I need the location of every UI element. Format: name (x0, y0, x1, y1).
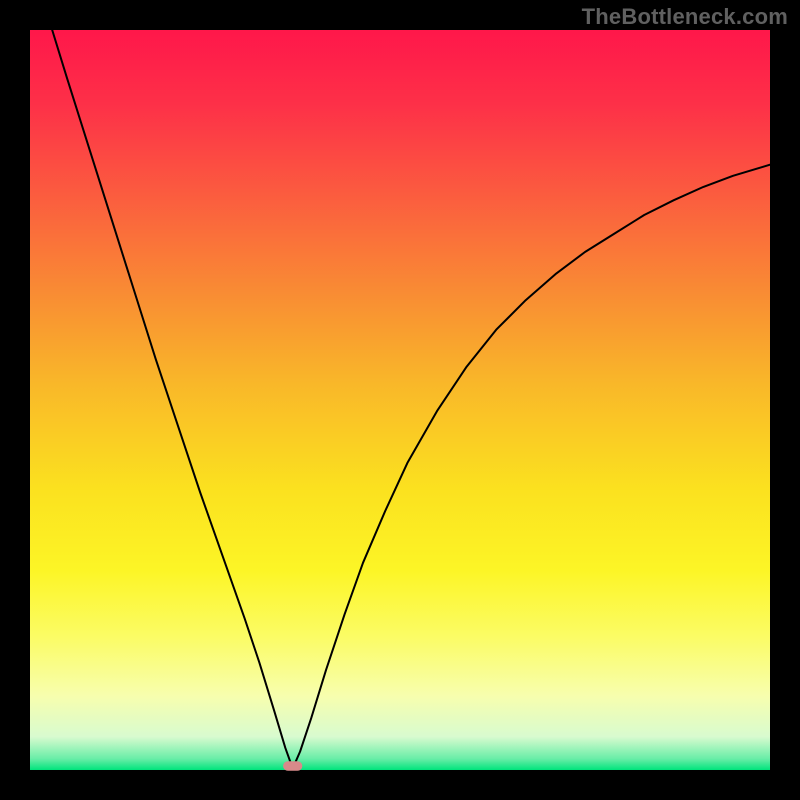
chart-container: TheBottleneck.com (0, 0, 800, 800)
plot-background (30, 30, 770, 770)
optimal-point-marker (283, 761, 302, 771)
bottleneck-curve-chart (0, 0, 800, 800)
watermark-text: TheBottleneck.com (582, 4, 788, 30)
